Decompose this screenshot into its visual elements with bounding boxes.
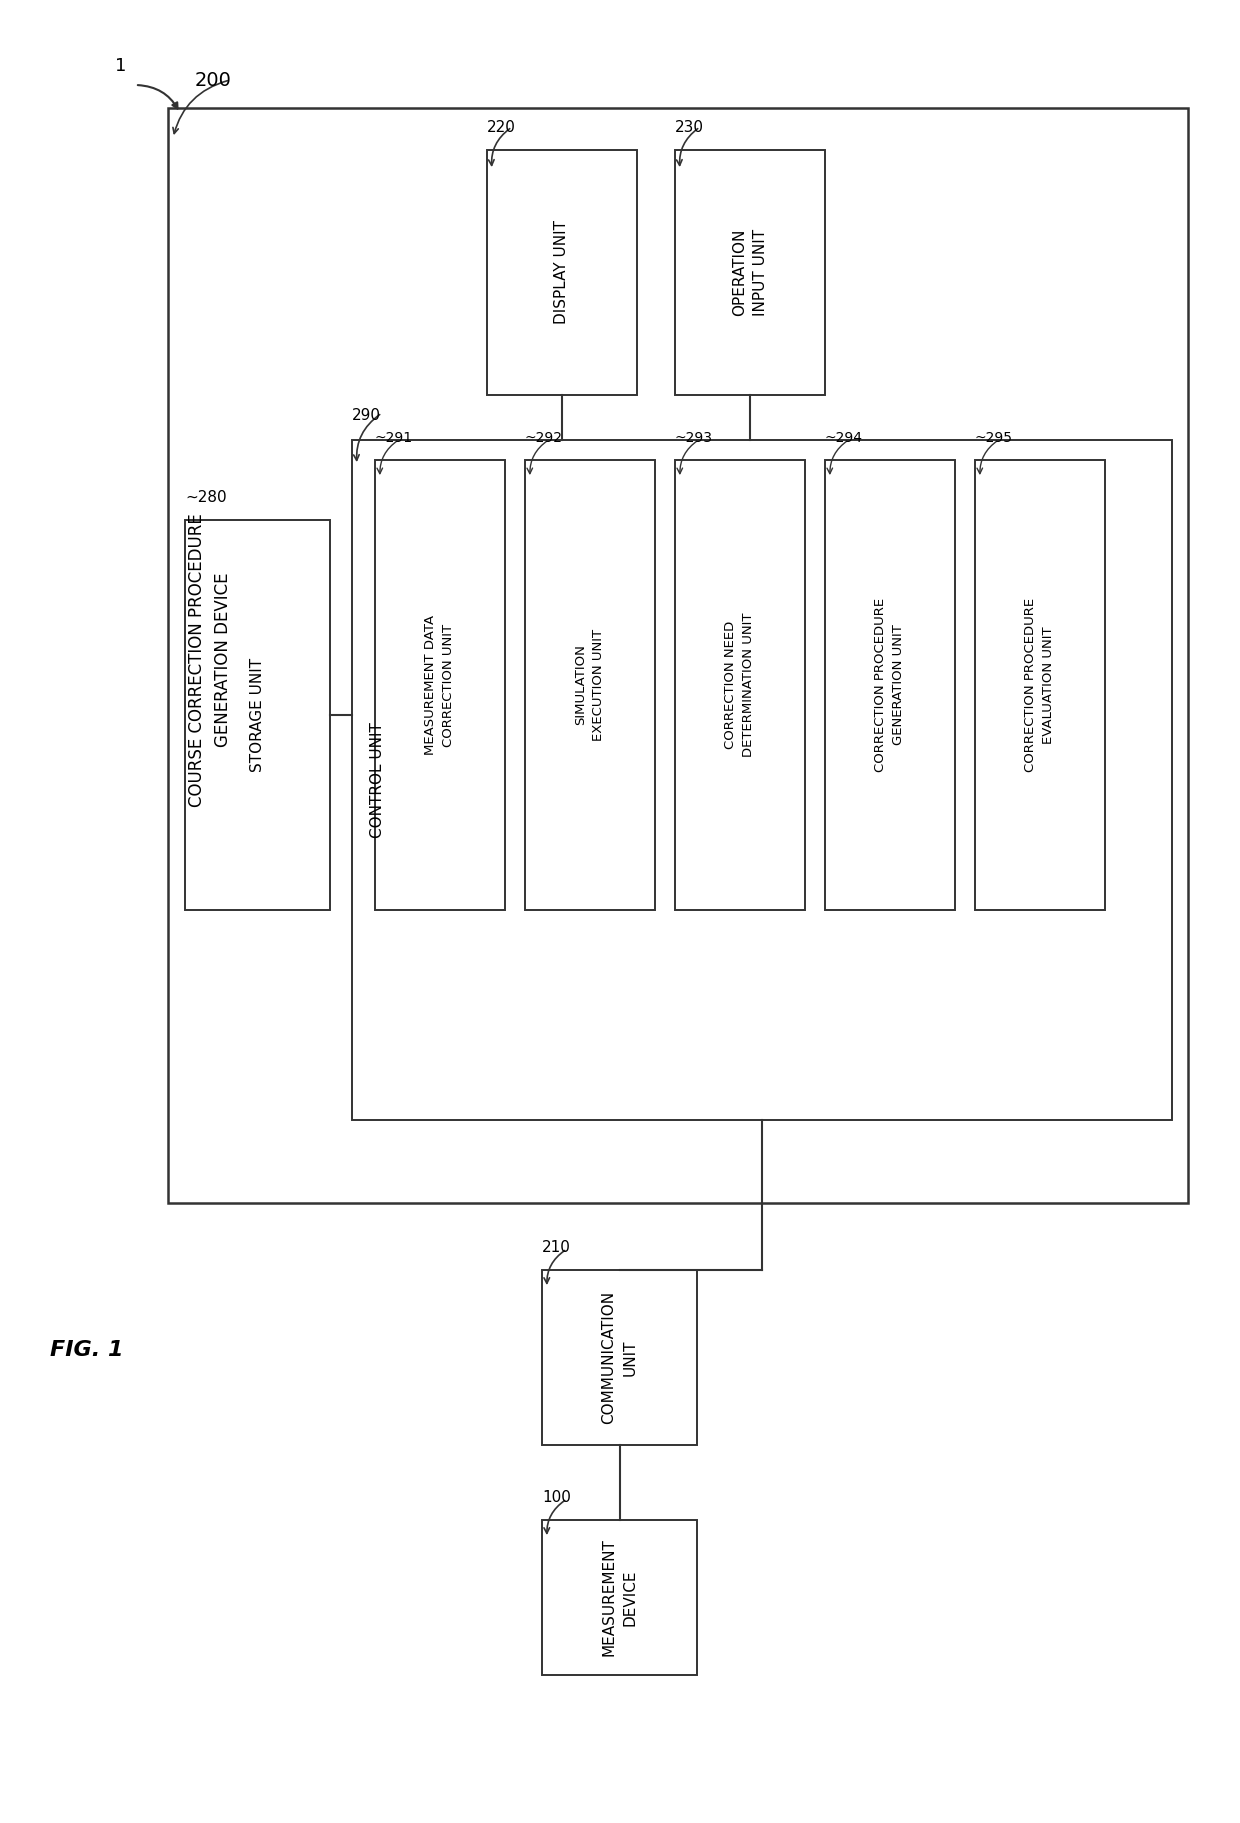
Text: SIMULATION
EXECUTION UNIT: SIMULATION EXECUTION UNIT	[574, 629, 605, 742]
Bar	[352, 439, 1172, 1119]
Text: OPERATION
INPUT UNIT: OPERATION INPUT UNIT	[732, 230, 768, 315]
Text: ~291: ~291	[374, 430, 413, 445]
Text: ~280: ~280	[185, 490, 227, 505]
Text: ~293: ~293	[675, 430, 713, 445]
Bar	[542, 1520, 697, 1675]
Bar	[487, 149, 637, 396]
Bar	[167, 108, 1188, 1203]
Text: 290: 290	[352, 408, 381, 423]
Text: 210: 210	[542, 1240, 570, 1254]
Text: CORRECTION PROCEDURE
GENERATION UNIT: CORRECTION PROCEDURE GENERATION UNIT	[874, 598, 905, 773]
Text: ~294: ~294	[825, 430, 863, 445]
Text: 1: 1	[115, 57, 126, 75]
Text: ~295: ~295	[975, 430, 1013, 445]
Text: FIG. 1: FIG. 1	[50, 1340, 124, 1360]
Text: COMMUNICATION
UNIT: COMMUNICATION UNIT	[601, 1291, 637, 1424]
Bar	[975, 459, 1105, 910]
Text: 200: 200	[195, 71, 232, 89]
Bar	[675, 149, 825, 396]
Text: 100: 100	[542, 1489, 570, 1506]
Text: ~292: ~292	[525, 430, 563, 445]
Text: STORAGE UNIT: STORAGE UNIT	[250, 658, 265, 773]
Text: 230: 230	[675, 120, 704, 135]
Bar	[525, 459, 655, 910]
Text: 220: 220	[487, 120, 516, 135]
Bar	[542, 1271, 697, 1446]
Bar	[374, 459, 505, 910]
Text: COURSE CORRECTION PROCEDURE
GENERATION DEVICE: COURSE CORRECTION PROCEDURE GENERATION D…	[188, 512, 232, 808]
Text: CORRECTION NEED
DETERMINATION UNIT: CORRECTION NEED DETERMINATION UNIT	[724, 613, 755, 757]
Bar	[675, 459, 805, 910]
Bar	[825, 459, 955, 910]
Text: DISPLAY UNIT: DISPLAY UNIT	[554, 221, 569, 324]
Text: MEASUREMENT
DEVICE: MEASUREMENT DEVICE	[601, 1539, 637, 1657]
Bar	[185, 520, 330, 910]
Text: MEASUREMENT DATA
CORRECTION UNIT: MEASUREMENT DATA CORRECTION UNIT	[424, 614, 455, 755]
Text: CORRECTION PROCEDURE
EVALUATION UNIT: CORRECTION PROCEDURE EVALUATION UNIT	[1024, 598, 1055, 773]
Text: CONTROL UNIT: CONTROL UNIT	[371, 722, 386, 839]
